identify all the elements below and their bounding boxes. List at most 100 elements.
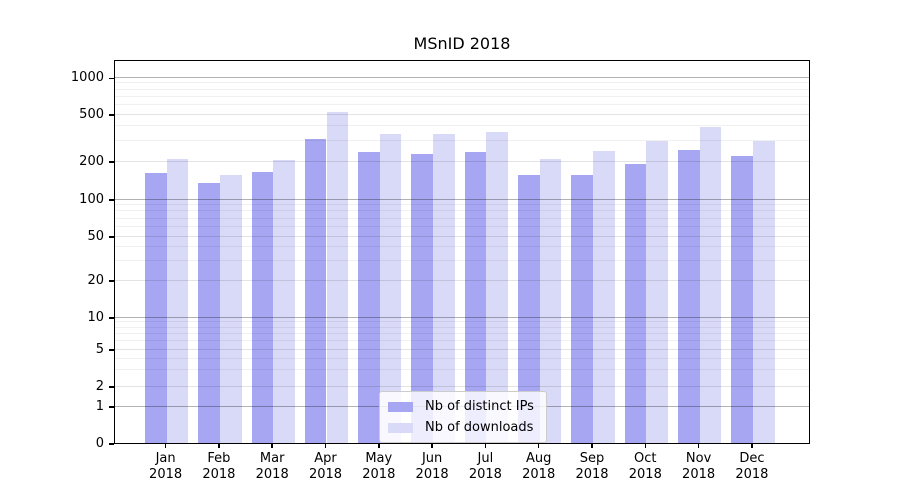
- x-tick-mark-jan: [164, 444, 167, 448]
- gridline-500: [115, 113, 809, 115]
- x-tick-label-apr: Apr 2018: [308, 451, 343, 482]
- y-tick-label-1000: 1000: [70, 70, 104, 86]
- gridline-20: [115, 279, 809, 281]
- y-tick-label-100: 100: [79, 192, 104, 207]
- bar-distinct-ips-jan: [144, 173, 167, 443]
- gridline-30: [115, 260, 809, 261]
- bar-downloads-oct: [646, 141, 668, 443]
- chart-title: MSnID 2018: [413, 34, 511, 53]
- gridline-70: [115, 217, 809, 219]
- x-tick-label-nov: Nov 2018: [682, 451, 716, 482]
- y-tick-label-50: 50: [87, 229, 104, 244]
- bar-downloads-feb: [219, 175, 242, 443]
- x-tick-label-jan: Jan 2018: [149, 451, 183, 482]
- gridline-800: [115, 88, 809, 90]
- bar-distinct-ips-mar: [251, 171, 274, 443]
- x-tick-mark-jun: [431, 444, 433, 448]
- x-tick-mark-feb: [218, 444, 220, 448]
- y-tick-mark-1000: [109, 77, 114, 80]
- y-tick-label-1: 1: [95, 399, 104, 414]
- legend-label-downloads: Nb of downloads: [425, 420, 534, 435]
- y-tick-mark-50: [109, 236, 114, 238]
- x-tick-mark-dec: [751, 444, 753, 448]
- bars-layer: [115, 61, 809, 443]
- legend-label-distinct-ips: Nb of distinct IPs: [425, 399, 534, 414]
- y-tick-label-10: 10: [87, 310, 104, 325]
- x-tick-mark-may: [378, 444, 380, 448]
- x-tick-mark-aug: [537, 444, 540, 448]
- y-tick-label-0: 0: [95, 436, 104, 451]
- bar-distinct-ips-apr: [304, 139, 327, 443]
- gridline-3: [115, 369, 809, 371]
- gridline-90: [115, 204, 809, 206]
- gridline-6: [115, 340, 809, 342]
- x-tick-mark-apr: [324, 444, 327, 448]
- y-tick-label-2: 2: [95, 379, 104, 394]
- legend-entry-downloads: Nb of downloads: [388, 419, 534, 436]
- gridline-50: [115, 235, 809, 237]
- x-tick-label-may: May 2018: [362, 451, 396, 482]
- x-tick-label-aug: Aug 2018: [522, 451, 556, 482]
- bar-distinct-ips-aug: [518, 175, 540, 443]
- bar-downloads-dec: [752, 141, 775, 443]
- x-tick-mark-oct: [644, 444, 646, 448]
- x-tick-label-oct: Oct 2018: [628, 451, 662, 482]
- bar-downloads-may: [379, 133, 402, 443]
- y-tick-label-200: 200: [79, 154, 104, 169]
- legend: Nb of distinct IPs Nb of downloads: [379, 391, 547, 443]
- legend-entry-distinct-ips: Nb of distinct IPs: [388, 398, 534, 415]
- gridline-700: [115, 95, 809, 97]
- bar-distinct-ips-jul: [464, 151, 487, 443]
- y-tick-label-500: 500: [79, 107, 104, 122]
- y-tick-mark-100: [109, 199, 114, 201]
- bar-distinct-ips-may: [358, 151, 380, 443]
- y-tick-mark-10: [109, 317, 114, 319]
- gridline-2: [115, 385, 809, 387]
- bar-distinct-ips-dec: [731, 156, 753, 443]
- bar-downloads-jul: [486, 132, 509, 443]
- bar-distinct-ips-jun: [411, 153, 434, 443]
- y-tick-label-5: 5: [95, 342, 104, 357]
- y-tick-mark-2: [109, 386, 114, 388]
- gridline-4: [115, 357, 809, 359]
- x-tick-label-dec: Dec 2018: [735, 451, 769, 482]
- x-tick-label-jul: Jul 2018: [468, 451, 502, 482]
- bar-downloads-sep: [593, 150, 615, 443]
- bar-downloads-apr: [326, 112, 349, 443]
- grid-layer: [115, 61, 809, 443]
- gridline-1000: [115, 76, 809, 78]
- gridline-5: [115, 348, 809, 350]
- y-tick-mark-20: [109, 280, 114, 282]
- plot-area: [114, 60, 810, 444]
- y-tick-mark-500: [109, 114, 114, 116]
- bar-distinct-ips-feb: [198, 182, 220, 443]
- x-tick-mark-mar: [271, 444, 273, 448]
- bar-downloads-jan: [166, 158, 189, 443]
- legend-swatch-downloads-icon: [388, 422, 413, 433]
- y-tick-mark-200: [109, 161, 114, 163]
- y-tick-label-20: 20: [87, 273, 104, 288]
- x-tick-label-jun: Jun 2018: [415, 451, 449, 482]
- x-tick-mark-jul: [484, 444, 487, 448]
- bar-distinct-ips-nov: [677, 149, 700, 443]
- gridline-400: [115, 124, 809, 126]
- bar-downloads-nov: [699, 126, 722, 443]
- bar-distinct-ips-oct: [624, 163, 647, 443]
- gridline-900: [115, 82, 809, 84]
- gridline-80: [115, 210, 809, 212]
- gridline-40: [115, 246, 809, 248]
- x-tick-mark-nov: [697, 444, 700, 448]
- gridline-10: [115, 316, 809, 318]
- bar-distinct-ips-sep: [571, 175, 593, 443]
- x-tick-label-feb: Feb 2018: [202, 451, 236, 482]
- y-tick-mark-0: [109, 443, 114, 445]
- y-tick-mark-5: [109, 349, 114, 351]
- x-tick-mark-sep: [591, 444, 593, 448]
- legend-swatch-distinct-ips-icon: [388, 401, 413, 412]
- x-tick-label-sep: Sep 2018: [575, 451, 609, 482]
- x-tick-label-mar: Mar 2018: [255, 451, 289, 482]
- gridline-300: [115, 139, 809, 141]
- bar-downloads-jun: [433, 133, 455, 443]
- bar-downloads-aug: [539, 158, 562, 443]
